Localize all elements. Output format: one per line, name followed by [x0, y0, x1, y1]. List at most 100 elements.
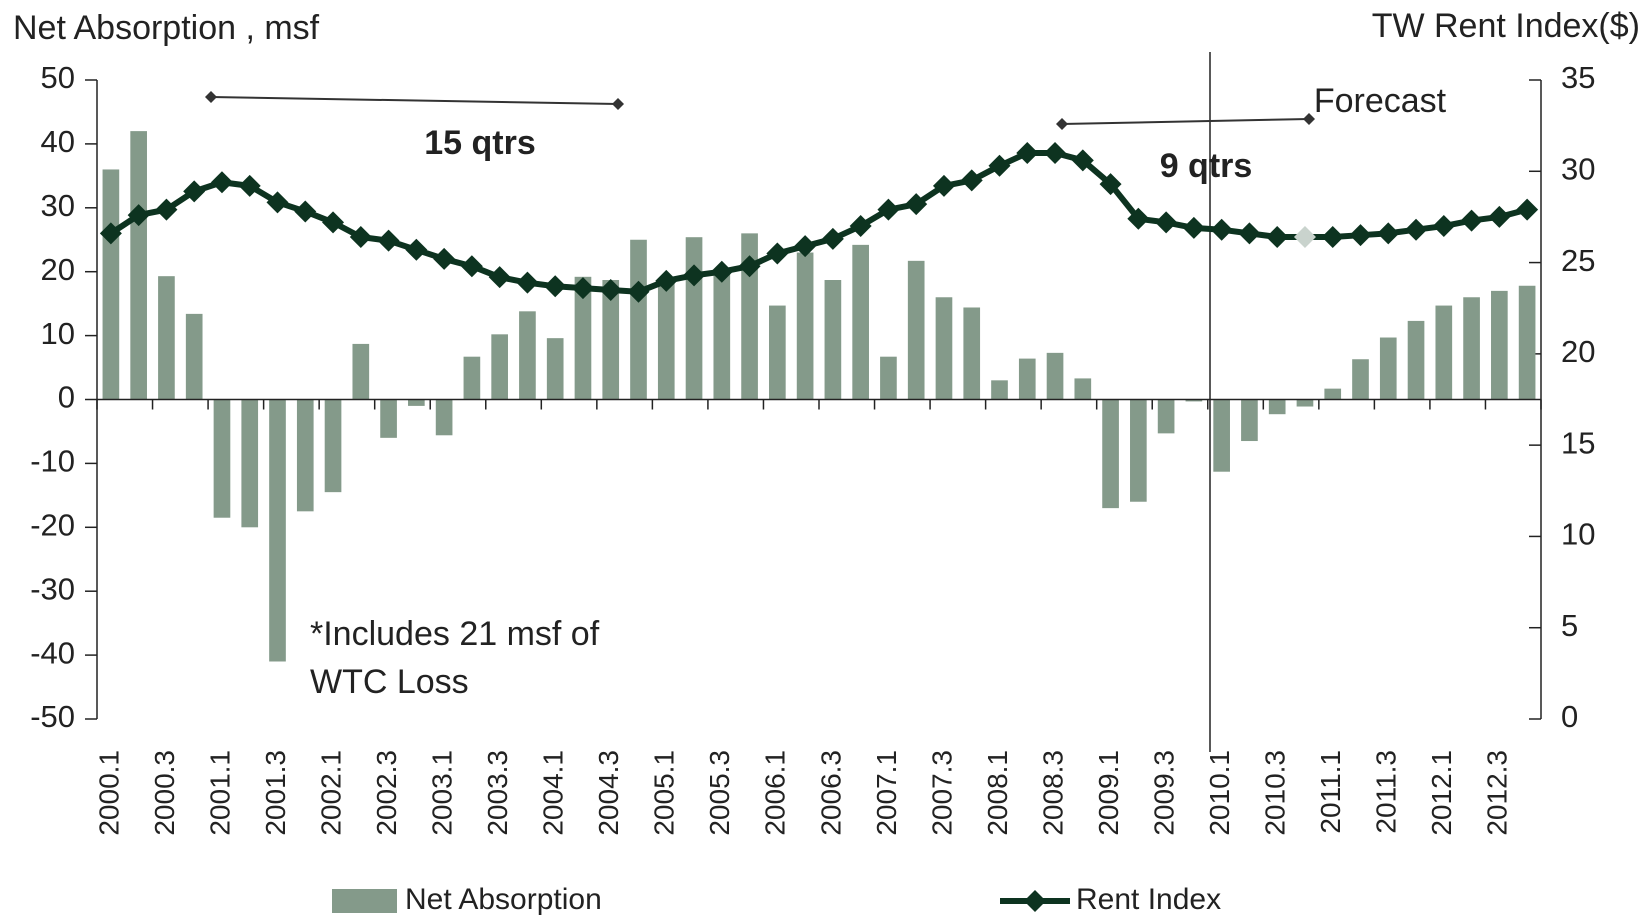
- annotation: 15 qtrs: [424, 124, 536, 162]
- x-tick-label: 2001.3: [260, 750, 291, 836]
- marker: [905, 193, 928, 216]
- marker: [266, 191, 289, 214]
- bar: [158, 276, 175, 400]
- marker: [1182, 216, 1205, 239]
- marker: [1071, 149, 1094, 172]
- bar: [102, 169, 120, 400]
- bar: [213, 399, 231, 518]
- x-tick-label: 2009.3: [1149, 750, 1180, 836]
- bar: [435, 399, 453, 436]
- legend-label: Net Absorption: [405, 883, 602, 916]
- bar: [1518, 285, 1536, 400]
- bar: [1018, 358, 1036, 400]
- y2-tick-label: 35: [1561, 60, 1595, 95]
- x-tick-label: 2002.1: [315, 750, 346, 836]
- bar: [907, 260, 925, 400]
- y-tick-label: 40: [41, 124, 75, 159]
- marker: [683, 264, 706, 287]
- x-tick-label: 2003.3: [482, 750, 513, 836]
- span-end: [1303, 113, 1315, 125]
- x-tick-label: 2010.1: [1204, 750, 1235, 836]
- y-tick-label: 0: [58, 380, 75, 415]
- bar: [1352, 359, 1369, 400]
- span-end: [1056, 118, 1068, 130]
- line: [109, 150, 1528, 295]
- x-tick-label: 2005.1: [649, 750, 680, 836]
- x-tick-label: 2004.1: [538, 750, 569, 836]
- x-tick-label: 2006.3: [815, 750, 846, 836]
- x-tick-label: 2005.3: [704, 750, 735, 836]
- y-tick-label: 50: [41, 60, 75, 95]
- span-line: [1061, 118, 1310, 125]
- bar: [241, 399, 259, 528]
- bar: [519, 311, 536, 400]
- bar: [1046, 352, 1064, 400]
- y2-tick-label: 10: [1561, 517, 1595, 552]
- marker: [571, 277, 594, 300]
- y-tick-label: -20: [30, 507, 75, 542]
- marker: [1293, 226, 1316, 249]
- marker: [988, 154, 1011, 177]
- marker: [349, 226, 372, 249]
- y-tick-label: 30: [41, 188, 75, 223]
- bar: [1379, 337, 1397, 400]
- marker: [932, 174, 955, 197]
- marker: [377, 229, 400, 252]
- bar: [463, 356, 481, 400]
- marker: [322, 211, 345, 234]
- y-tick-label: 20: [41, 252, 75, 287]
- x-tick-label: 2008.1: [982, 750, 1013, 836]
- marker: [1238, 222, 1261, 245]
- bar: [935, 297, 953, 400]
- bar: [1296, 399, 1314, 407]
- bar: [1407, 320, 1425, 400]
- marker: [1377, 222, 1400, 245]
- annotation: Forecast: [1314, 82, 1447, 120]
- bar: [1435, 305, 1453, 400]
- legend-swatch: [332, 889, 397, 913]
- marker: [849, 215, 872, 238]
- marker: [1460, 209, 1483, 232]
- bar: [657, 278, 675, 400]
- bar: [741, 233, 758, 400]
- marker: [516, 271, 539, 294]
- marker: [460, 255, 483, 278]
- annotation: WTC Loss: [310, 663, 469, 701]
- y-tick-label: -30: [30, 571, 75, 606]
- y-tick-label: -50: [30, 699, 75, 734]
- legend-marker: [1024, 890, 1046, 912]
- x-tick-label: 2009.1: [1093, 750, 1124, 836]
- x-tick-label: 2008.3: [1037, 750, 1068, 836]
- marker: [1349, 224, 1372, 247]
- marker: [238, 174, 261, 197]
- bar: [324, 399, 342, 493]
- bar: [1130, 399, 1147, 502]
- bar: [796, 252, 814, 400]
- y-axis-title: Net Absorption , msf: [13, 9, 320, 47]
- bar: [1463, 297, 1480, 400]
- bar: [963, 307, 981, 400]
- span-line: [210, 96, 619, 105]
- y2-axis-title: TW Rent Index($): [1372, 7, 1640, 45]
- marker: [1488, 205, 1511, 228]
- x-tick-label: 2012.3: [1482, 750, 1513, 836]
- marker: [627, 280, 650, 303]
- bar: [546, 338, 564, 400]
- x-tick-label: 2011.3: [1371, 750, 1402, 834]
- bar: [630, 239, 647, 400]
- x-tick-label: 2000.3: [149, 750, 180, 836]
- x-tick-label: 2003.1: [427, 750, 458, 836]
- span-end: [205, 91, 217, 103]
- x-tick-label: 2011.1: [1315, 750, 1346, 834]
- marker: [1155, 211, 1178, 234]
- bar: [880, 356, 897, 400]
- bar: [685, 237, 703, 400]
- bar: [713, 271, 731, 400]
- y-tick-label: 10: [41, 316, 75, 351]
- marker: [960, 169, 983, 192]
- x-tick-label: 2012.1: [1426, 750, 1457, 836]
- bar: [1185, 399, 1203, 402]
- legend-label: Rent Index: [1076, 883, 1221, 916]
- marker: [405, 238, 428, 261]
- x-tick-label: 2001.1: [204, 750, 235, 836]
